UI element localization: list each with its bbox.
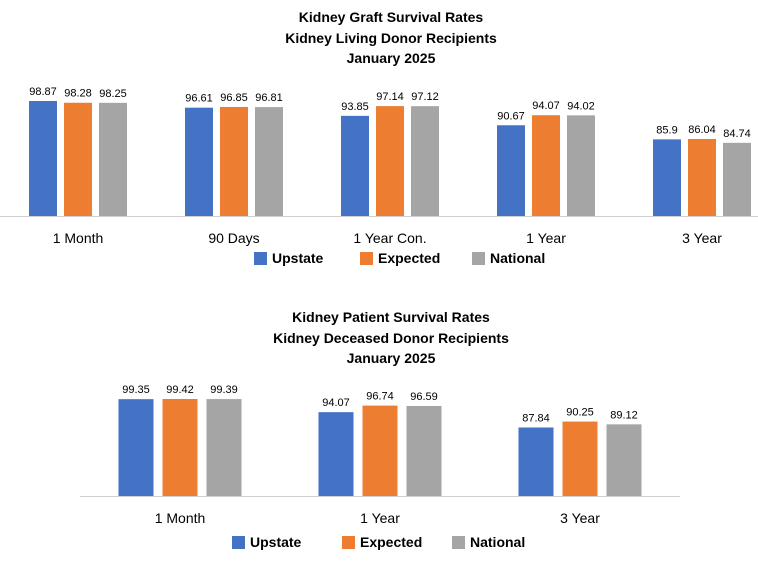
- graft-value-label-national-0: 98.25: [99, 88, 127, 100]
- graft-value-label-expected-0: 98.28: [64, 88, 92, 100]
- graft-bar-national-2: [411, 106, 439, 216]
- patient-value-label-national-0: 99.39: [210, 384, 238, 396]
- patient-legend-swatch-upstate: [232, 536, 245, 549]
- patient-legend-swatch-national: [452, 536, 465, 549]
- patient-category-label-2: 3 Year: [560, 510, 600, 526]
- graft-value-label-expected-2: 97.14: [376, 91, 404, 103]
- graft-bar-upstate-4: [653, 139, 681, 216]
- graft-bar-upstate-2: [341, 115, 369, 216]
- patient-bar-national-0: [206, 399, 242, 496]
- graft-bar-upstate-1: [185, 107, 213, 216]
- graft-legend-label-upstate: Upstate: [272, 250, 324, 266]
- patient-value-label-expected-2: 90.25: [566, 407, 594, 419]
- graft-legend-label-expected: Expected: [378, 250, 440, 266]
- patient-bar-expected-0: [162, 399, 198, 496]
- patient-chart-title-line-2: Kidney Deceased Donor Recipients: [273, 330, 509, 346]
- graft-category-label-2: 1 Year Con.: [353, 230, 426, 246]
- patient-chart-title-line-1: Kidney Patient Survival Rates: [292, 309, 490, 325]
- graft-chart-title-line-1: Kidney Graft Survival Rates: [299, 9, 484, 25]
- graft-value-label-national-4: 84.74: [723, 128, 751, 140]
- graft-category-label-0: 1 Month: [53, 230, 104, 246]
- graft-value-label-upstate-4: 85.9: [656, 124, 677, 136]
- patient-bar-upstate-2: [518, 427, 554, 496]
- patient-value-label-expected-0: 99.42: [166, 384, 194, 396]
- graft-bar-upstate-3: [497, 125, 525, 216]
- patient-legend-label-upstate: Upstate: [250, 534, 302, 550]
- graft-category-label-4: 3 Year: [682, 230, 722, 246]
- graft-category-label-3: 1 Year: [526, 230, 566, 246]
- graft-legend-swatch-upstate: [254, 252, 267, 265]
- graft-value-label-expected-3: 94.07: [532, 100, 560, 112]
- graft-value-label-national-1: 96.81: [255, 92, 283, 104]
- patient-bar-expected-1: [362, 405, 398, 496]
- graft-value-label-upstate-0: 98.87: [29, 86, 57, 98]
- graft-chart-title-line-3: January 2025: [347, 50, 436, 66]
- graft-bar-upstate-0: [29, 101, 57, 216]
- patient-legend-label-expected: Expected: [360, 534, 422, 550]
- graft-value-label-upstate-3: 90.67: [497, 110, 525, 122]
- graft-value-label-expected-1: 96.85: [220, 92, 248, 104]
- graft-bar-national-0: [99, 102, 127, 216]
- graft-value-label-upstate-1: 96.61: [185, 93, 213, 105]
- graft-value-label-expected-4: 86.04: [688, 124, 716, 136]
- graft-value-label-upstate-2: 93.85: [341, 101, 369, 113]
- patient-legend-label-national: National: [470, 534, 525, 550]
- graft-value-label-national-2: 97.12: [411, 91, 439, 103]
- patient-category-label-1: 1 Year: [360, 510, 400, 526]
- patient-bar-upstate-1: [318, 412, 354, 496]
- graft-value-label-national-3: 94.02: [567, 100, 595, 112]
- graft-legend-label-national: National: [490, 250, 545, 266]
- graft-bar-expected-0: [64, 102, 92, 216]
- patient-bar-national-1: [406, 405, 442, 496]
- patient-bar-upstate-0: [118, 399, 154, 496]
- graft-bar-national-4: [723, 142, 751, 216]
- graft-bar-national-3: [567, 115, 595, 216]
- graft-chart-title-line-2: Kidney Living Donor Recipients: [285, 30, 497, 46]
- patient-legend-swatch-expected: [342, 536, 355, 549]
- patient-bar-expected-2: [562, 421, 598, 496]
- patient-chart-title-line-3: January 2025: [347, 350, 436, 366]
- graft-bar-expected-1: [220, 106, 248, 216]
- patient-value-label-expected-1: 96.74: [366, 391, 394, 403]
- patient-value-label-upstate-0: 99.35: [122, 384, 150, 396]
- graft-legend-swatch-expected: [360, 252, 373, 265]
- patient-bar-national-2: [606, 424, 642, 496]
- graft-legend-swatch-national: [472, 252, 485, 265]
- graft-category-label-1: 90 Days: [208, 230, 259, 246]
- graft-bar-national-1: [255, 107, 283, 216]
- patient-value-label-national-2: 89.12: [610, 409, 638, 421]
- patient-value-label-upstate-2: 87.84: [522, 412, 550, 424]
- graft-bar-expected-2: [376, 106, 404, 216]
- patient-category-label-0: 1 Month: [155, 510, 206, 526]
- graft-bar-expected-4: [688, 138, 716, 216]
- patient-value-label-upstate-1: 94.07: [322, 397, 350, 409]
- graft-bar-expected-3: [532, 115, 560, 216]
- patient-value-label-national-1: 96.59: [410, 391, 438, 403]
